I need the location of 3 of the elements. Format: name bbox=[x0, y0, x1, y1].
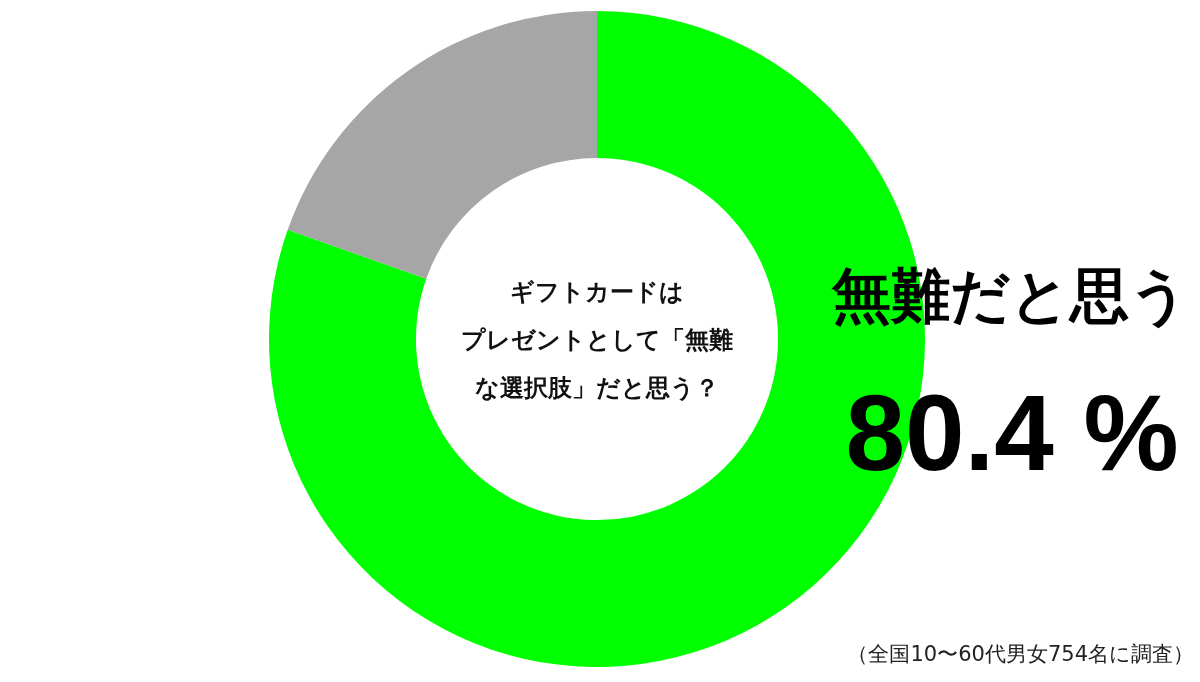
text: ギフトカードはプレゼントとして「無難な選択肢」だと思う？ bbox=[461, 278, 733, 402]
donut-slice bbox=[287, 11, 597, 279]
text: （全国10〜60代男女754名に調査） bbox=[847, 642, 1194, 666]
